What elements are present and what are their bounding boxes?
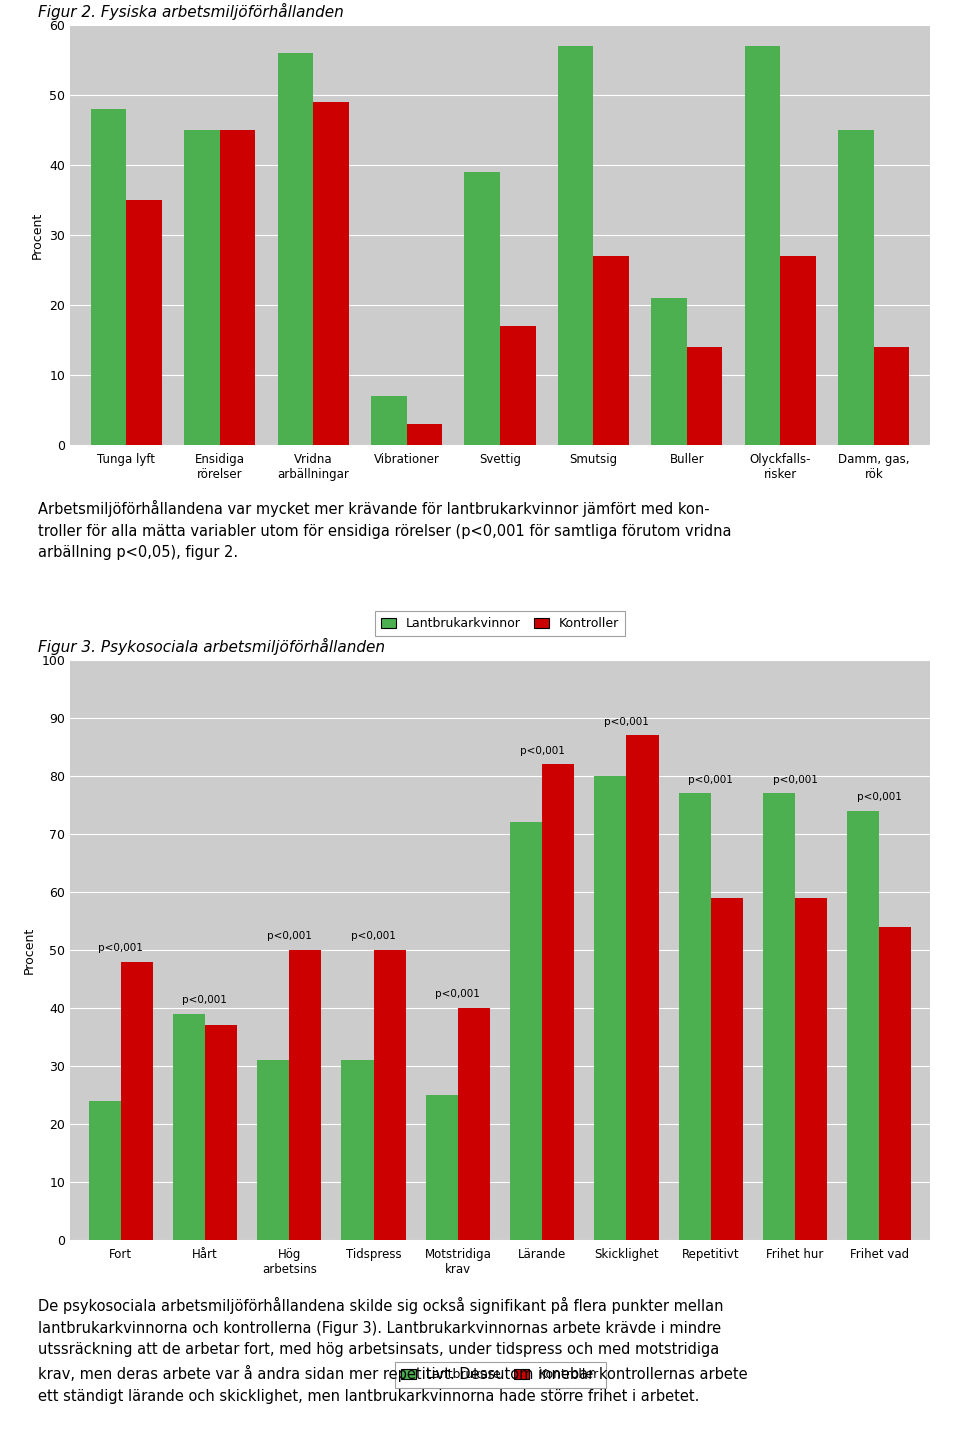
Bar: [510, 823, 542, 1241]
Bar: [90, 109, 126, 446]
Bar: [558, 47, 593, 446]
Bar: [593, 256, 629, 446]
Text: Figur 3. Psykosociala arbetsmiljöförhållanden: Figur 3. Psykosociala arbetsmiljöförhåll…: [38, 638, 385, 655]
Bar: [652, 298, 687, 446]
Legend: Lantbrukare, Kontroller: Lantbrukare, Kontroller: [395, 1363, 606, 1388]
Bar: [406, 424, 442, 446]
Text: p<0,001: p<0,001: [688, 775, 733, 785]
Bar: [745, 47, 780, 446]
Bar: [763, 794, 795, 1241]
Text: p<0,001: p<0,001: [436, 989, 480, 999]
Bar: [594, 776, 627, 1241]
Bar: [184, 130, 220, 446]
Bar: [848, 811, 879, 1241]
Bar: [373, 949, 405, 1241]
Text: De psykosociala arbetsmiljöförhållandena skilde sig också signifikant på flera p: De psykosociala arbetsmiljöförhållandena…: [38, 1297, 748, 1404]
Bar: [220, 130, 255, 446]
Bar: [204, 1025, 237, 1241]
Y-axis label: Procent: Procent: [23, 926, 36, 974]
Bar: [627, 735, 659, 1241]
Bar: [679, 794, 710, 1241]
Y-axis label: Procent: Procent: [31, 211, 43, 259]
Bar: [780, 256, 816, 446]
Text: p<0,001: p<0,001: [267, 932, 312, 941]
Text: p<0,001: p<0,001: [604, 716, 649, 727]
Text: p<0,001: p<0,001: [182, 994, 228, 1005]
Bar: [542, 764, 574, 1241]
Bar: [500, 326, 536, 446]
Bar: [795, 898, 828, 1241]
Bar: [426, 1095, 458, 1241]
Bar: [126, 199, 161, 446]
Bar: [342, 1060, 373, 1241]
Bar: [879, 927, 911, 1241]
Bar: [838, 130, 874, 446]
Text: p<0,001: p<0,001: [519, 745, 564, 756]
Bar: [289, 949, 322, 1241]
Text: p<0,001: p<0,001: [857, 792, 901, 802]
Bar: [257, 1060, 289, 1241]
Text: p<0,001: p<0,001: [351, 932, 396, 941]
Bar: [458, 1008, 490, 1241]
Text: Figur 2. Fysiska arbetsmiljöförhållanden: Figur 2. Fysiska arbetsmiljöförhållanden: [38, 3, 344, 20]
Text: Arbetsmiljöförhållandena var mycket mer krävande för lantbrukarkvinnor jämfört m: Arbetsmiljöförhållandena var mycket mer …: [38, 499, 732, 561]
Bar: [313, 102, 348, 446]
Bar: [121, 961, 153, 1241]
Bar: [88, 1101, 121, 1241]
Bar: [277, 52, 313, 446]
Bar: [465, 172, 500, 446]
Text: p<0,001: p<0,001: [98, 943, 143, 952]
Bar: [371, 396, 406, 446]
Text: p<0,001: p<0,001: [773, 775, 818, 785]
Bar: [874, 347, 909, 446]
Bar: [687, 347, 723, 446]
Bar: [710, 898, 743, 1241]
Bar: [173, 1013, 204, 1241]
Legend: Lantbrukarkvinnor, Kontroller: Lantbrukarkvinnor, Kontroller: [375, 612, 625, 636]
